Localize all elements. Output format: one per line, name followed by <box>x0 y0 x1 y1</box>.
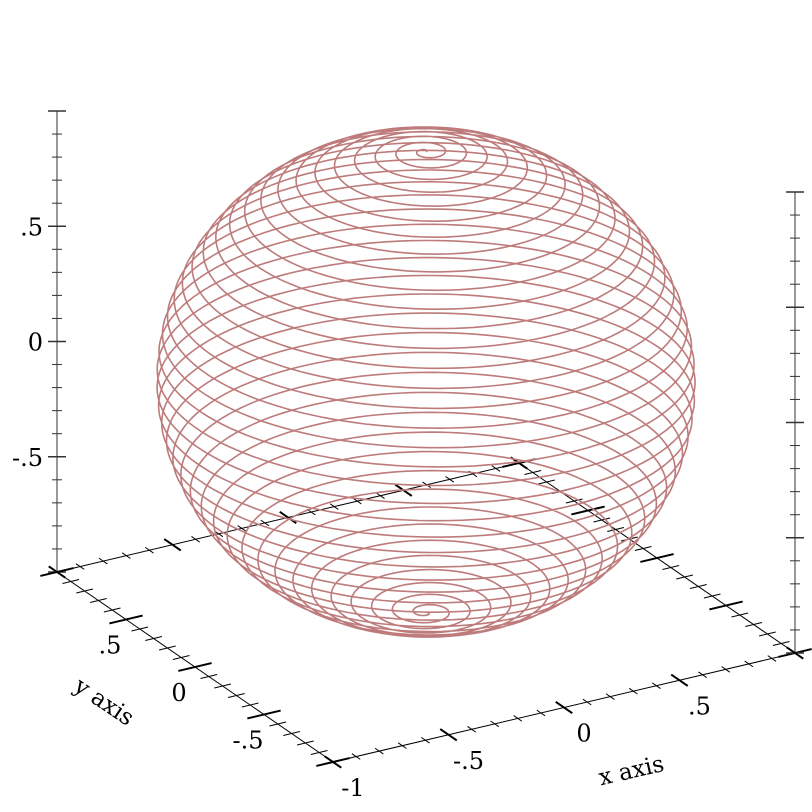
back-x-tick <box>121 552 131 559</box>
back-x-tick <box>329 503 339 510</box>
back-x-tick <box>237 525 247 532</box>
y-tick <box>89 598 107 603</box>
y-tick <box>283 731 301 736</box>
back-y-tick <box>593 517 611 523</box>
y-axis-label: y axis <box>68 672 138 731</box>
y-tick <box>200 674 218 679</box>
back-x-tick <box>352 497 362 505</box>
spiral-curve <box>156 126 696 638</box>
x-tick <box>351 753 361 760</box>
back-y-tick <box>758 631 776 637</box>
y-tick <box>131 626 149 632</box>
back-y-tick <box>640 553 674 563</box>
back-y-tick <box>689 584 707 589</box>
back-y-tick <box>772 641 790 646</box>
back-y-tick <box>731 612 749 618</box>
back-y-tick <box>538 479 556 485</box>
x-tick <box>374 747 384 755</box>
y-tick <box>247 709 281 720</box>
y-tick-label: 0 <box>171 679 186 707</box>
back-x-tick <box>260 519 270 527</box>
back-y-tick <box>571 505 605 516</box>
y-tick-label: .5 <box>99 632 122 660</box>
x-tick <box>767 655 777 662</box>
y-tick <box>172 655 190 660</box>
z-tick-label: 0 <box>28 329 43 357</box>
x-tick <box>628 687 638 695</box>
x-tick <box>698 671 708 679</box>
x-axis-label: x axis <box>596 751 666 791</box>
back-x-tick <box>491 465 501 472</box>
y-tick <box>76 588 94 594</box>
z-tick-label: .5 <box>20 213 43 241</box>
x-tick <box>582 698 592 706</box>
y-tick <box>109 614 143 625</box>
back-x-tick <box>163 538 182 552</box>
y-tick <box>40 567 74 577</box>
front-axes <box>40 110 804 769</box>
y-tick <box>296 740 314 746</box>
y-tick <box>316 757 350 767</box>
back-y-tick <box>703 593 721 599</box>
x-tick <box>605 693 615 700</box>
spiral-path <box>156 126 696 638</box>
back-y-tick <box>565 498 583 504</box>
back-y-tick <box>745 622 763 627</box>
back-y-tick <box>676 574 694 580</box>
y-tick <box>103 607 121 613</box>
x-tick <box>744 660 754 668</box>
x-tick-label: 0 <box>576 720 591 748</box>
y-tick <box>178 662 212 672</box>
back-x-tick <box>279 510 297 525</box>
back-y-tick <box>524 470 542 475</box>
back-x-tick <box>445 476 455 483</box>
x-tick-label: .5 <box>688 692 711 720</box>
x-tick <box>536 709 546 717</box>
y-tick <box>227 693 245 698</box>
back-x-tick <box>375 492 385 499</box>
tick-labels: -1 -.5 0 .5 .5 0 -.5 .5 0 -.5 <box>12 213 711 802</box>
x-tick-label: -.5 <box>453 747 484 775</box>
x-tick <box>513 715 523 722</box>
back-x-tick <box>98 557 108 565</box>
z-tick-label: -.5 <box>12 444 43 472</box>
x-tick <box>555 700 573 715</box>
back-x-tick <box>191 536 201 543</box>
back-y-tick <box>634 546 652 551</box>
x-tick <box>490 720 500 728</box>
y-tick <box>310 750 328 755</box>
x-tick <box>467 726 477 733</box>
x-tick-label: -1 <box>341 774 364 802</box>
back-y-tick <box>662 565 680 570</box>
back-x-tick <box>144 546 154 554</box>
y-tick <box>269 721 287 727</box>
y-tick <box>158 645 176 651</box>
y-tick <box>145 636 163 641</box>
y-tick <box>241 702 259 708</box>
back-y-tick <box>709 600 743 611</box>
x-tick <box>651 682 661 689</box>
x-tick <box>397 742 407 749</box>
y-tick <box>62 579 80 584</box>
back-x-tick <box>75 563 85 570</box>
x-tick <box>786 646 804 660</box>
y-tick <box>214 683 232 689</box>
x-tick <box>439 728 458 742</box>
x-tick <box>420 736 430 744</box>
x-tick <box>721 666 731 673</box>
y-tick-label: -.5 <box>232 727 263 755</box>
back-y-tick <box>607 527 625 532</box>
x-tick <box>670 673 689 687</box>
